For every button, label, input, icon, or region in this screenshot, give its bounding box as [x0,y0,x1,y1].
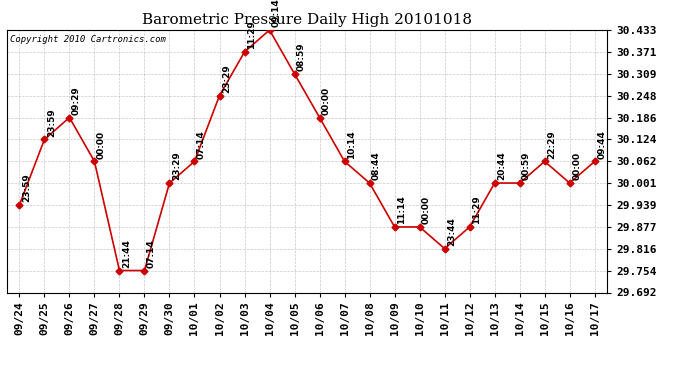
Title: Barometric Pressure Daily High 20101018: Barometric Pressure Daily High 20101018 [142,13,472,27]
Text: 07:14: 07:14 [197,130,206,159]
Text: 11:29: 11:29 [472,195,481,224]
Text: 08:44: 08:44 [372,152,381,180]
Text: 23:29: 23:29 [172,152,181,180]
Text: 09:14: 09:14 [272,0,281,27]
Text: 08:59: 08:59 [297,42,306,71]
Text: Copyright 2010 Cartronics.com: Copyright 2010 Cartronics.com [10,35,166,44]
Text: 23:59: 23:59 [22,174,31,202]
Text: 00:00: 00:00 [422,196,431,224]
Text: 00:00: 00:00 [97,130,106,159]
Text: 11:14: 11:14 [397,195,406,224]
Text: 00:00: 00:00 [572,152,581,180]
Text: 09:44: 09:44 [597,130,606,159]
Text: 09:29: 09:29 [72,86,81,115]
Text: 23:59: 23:59 [47,108,56,136]
Text: 00:59: 00:59 [522,152,531,180]
Text: 23:29: 23:29 [222,64,231,93]
Text: 22:29: 22:29 [547,130,556,159]
Text: 20:44: 20:44 [497,152,506,180]
Text: 07:14: 07:14 [147,239,156,268]
Text: 11:29: 11:29 [247,20,256,49]
Text: 23:44: 23:44 [447,217,456,246]
Text: 00:00: 00:00 [322,87,331,115]
Text: 21:44: 21:44 [122,239,131,268]
Text: 10:14: 10:14 [347,130,356,159]
